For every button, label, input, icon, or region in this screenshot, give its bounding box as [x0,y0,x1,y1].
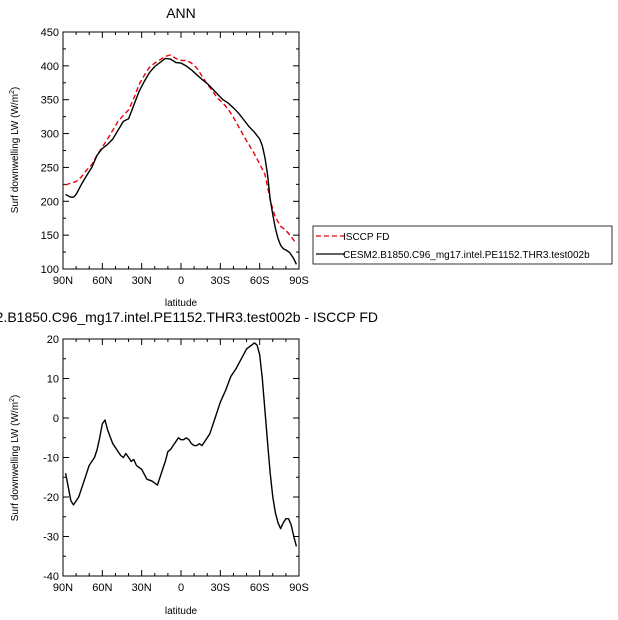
legend-label-cesm: CESM2.B1850.C96_mg17.intel.PE1152.THR3.t… [343,250,590,261]
top-x-axis-label: latitude [165,298,198,309]
bottom-x-tick-label: 60N [92,582,112,594]
bottom-tick-labels: 90N 60N 30N 0 30S 60S 90S -40 -30 -20 -10 0 10 20 [43,334,309,594]
bottom-series-group [64,342,298,547]
top-y-tick-label: 100 [41,264,59,276]
top-x-tick-label: 90S [289,275,309,287]
bottom-x-tick-label: 30N [132,582,152,594]
legend-label-isccp: ISCCP FD [343,232,390,243]
top-x-tick-label: 60S [250,275,270,287]
bottom-y-tick-label: 20 [47,334,59,346]
top-x-tick-label: 30S [211,275,231,287]
top-chart-title: ANN [166,5,196,21]
bottom-y-tick-label: -10 [43,453,59,465]
top-panel: ANN 90N 60N 30N 0 30S 60S 90S 100 150 200 250 300 35… [9,5,309,309]
top-x-tick-label: 30N [132,275,152,287]
bottom-axis-ticks [62,338,300,577]
top-y-tick-label: 350 [41,95,59,107]
top-x-tick-label: 0 [178,275,184,287]
top-x-tick-label: 60N [92,275,112,287]
bottom-plot-frame [62,338,300,577]
top-x-tick-label: 90N [53,275,73,287]
legend: ISCCP FD CESM2.B1850.C96_mg17.intel.PE11… [312,225,613,265]
bottom-y-tick-label: 10 [47,374,59,386]
top-plot-frame [62,31,300,270]
bottom-y-axis-label-sup: 2 [9,398,16,402]
top-y-axis-label-main: Surf downwelling LW (W/m [10,94,21,213]
bottom-chart-title: M2.B1850.C96_mg17.intel.PE1152.THR3.test… [0,309,378,325]
top-series-line-1 [65,57,298,265]
top-y-axis-label-sup: 2 [9,90,16,94]
top-y-tick-label: 150 [41,230,59,242]
bottom-x-axis-label: latitude [165,606,198,617]
bottom-x-tick-label: 0 [178,582,184,594]
bottom-x-tick-label: 60S [250,582,270,594]
bottom-x-tick-label: 90S [289,582,309,594]
bottom-y-tick-label: -30 [43,532,59,544]
bottom-x-tick-label: 90N [53,582,73,594]
bottom-y-axis-label-end: ) [10,395,21,398]
bottom-series-line-0 [64,342,298,547]
top-y-tick-label: 400 [41,61,59,73]
top-y-axis-label: Surf downwelling LW (W/m2) [9,87,21,214]
legend-box [312,225,613,265]
top-y-tick-label: 250 [41,162,59,174]
bottom-panel: M2.B1850.C96_mg17.intel.PE1152.THR3.test… [0,309,378,617]
bottom-y-tick-label: -40 [43,571,59,583]
top-series-line-0 [65,54,297,245]
top-y-axis-label-end: ) [10,87,21,90]
bottom-x-tick-label: 30S [211,582,231,594]
bottom-y-axis-label: Surf downwelling LW (W/m2) [9,395,21,522]
top-series-group [65,54,298,265]
top-y-tick-label: 300 [41,129,59,141]
top-y-tick-label: 450 [41,27,59,39]
top-tick-labels: 90N 60N 30N 0 30S 60S 90S 100 150 200 250 300 350 400… [41,27,309,287]
bottom-y-axis-label-main: Surf downwelling LW (W/m [10,402,21,521]
top-y-tick-label: 200 [41,196,59,208]
bottom-y-tick-label: -20 [43,492,59,504]
bottom-y-tick-label: 0 [53,413,59,425]
